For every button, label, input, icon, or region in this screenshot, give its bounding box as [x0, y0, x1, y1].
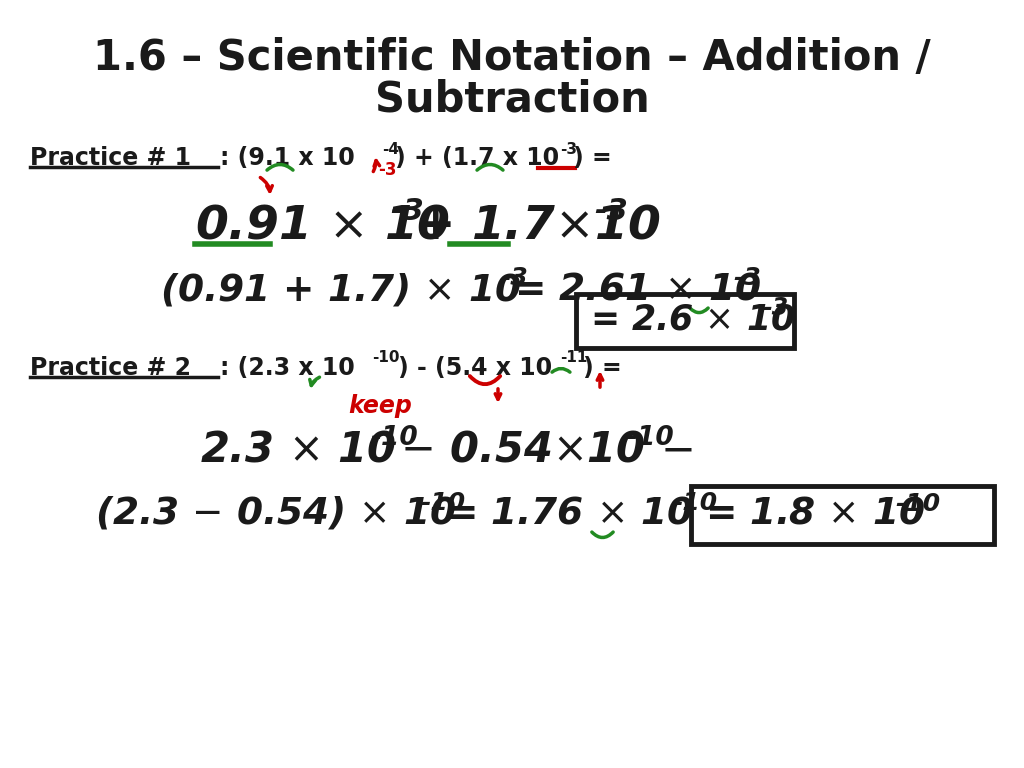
Text: 0.91 $\times$ 10: 0.91 $\times$ 10 [195, 204, 451, 249]
Text: + 1.7$\times$10: + 1.7$\times$10 [415, 204, 660, 249]
Text: -10: -10 [420, 491, 465, 515]
Text: ) - (5.4 x 10: ) - (5.4 x 10 [398, 356, 552, 380]
Text: ) =: ) = [583, 356, 622, 380]
Text: -10: -10 [672, 491, 717, 515]
Text: Practice # 2: Practice # 2 [30, 356, 191, 380]
Text: -3: -3 [733, 266, 761, 290]
Text: keep: keep [348, 394, 412, 418]
Text: -10: -10 [372, 350, 399, 366]
Text: ) =: ) = [573, 146, 611, 170]
Text: 1.6 – Scientific Notation – Addition /: 1.6 – Scientific Notation – Addition / [93, 37, 931, 79]
Text: -11: -11 [560, 350, 588, 366]
Text: -3: -3 [390, 197, 424, 227]
Text: -3: -3 [762, 296, 788, 320]
Text: -10: -10 [895, 492, 940, 516]
Text: -3: -3 [560, 141, 577, 157]
Text: = 2.6 $\times$ 10: = 2.6 $\times$ 10 [590, 303, 796, 337]
Text: : (9.1 x 10: : (9.1 x 10 [220, 146, 354, 170]
Text: (2.3 $-$ 0.54) $\times$ 10: (2.3 $-$ 0.54) $\times$ 10 [95, 495, 456, 531]
Text: 2.3 $\times$ 10: 2.3 $\times$ 10 [200, 429, 396, 471]
Text: ) + (1.7 x 10: ) + (1.7 x 10 [395, 146, 559, 170]
Text: -10: -10 [370, 425, 418, 451]
Text: = 1.8 $\times$ 10: = 1.8 $\times$ 10 [705, 496, 925, 532]
FancyBboxPatch shape [575, 294, 794, 348]
Text: -3: -3 [378, 161, 396, 179]
FancyBboxPatch shape [691, 486, 994, 544]
Text: Practice # 1: Practice # 1 [30, 146, 191, 170]
Text: : (2.3 x 10: : (2.3 x 10 [220, 356, 354, 380]
Text: -10: -10 [626, 425, 674, 451]
Text: -3: -3 [594, 197, 628, 227]
Text: $-$: $-$ [660, 429, 692, 471]
Text: = 1.76 $\times$ 10: = 1.76 $\times$ 10 [446, 495, 693, 531]
Text: Subtraction: Subtraction [375, 79, 649, 121]
Text: -3: -3 [500, 266, 527, 290]
Text: -4: -4 [382, 141, 399, 157]
Text: = 2.61 $\times$ 10: = 2.61 $\times$ 10 [514, 272, 762, 308]
Text: (0.91 + 1.7) $\times$ 10: (0.91 + 1.7) $\times$ 10 [160, 272, 521, 309]
Text: $-$ 0.54$\times$10: $-$ 0.54$\times$10 [400, 429, 645, 471]
